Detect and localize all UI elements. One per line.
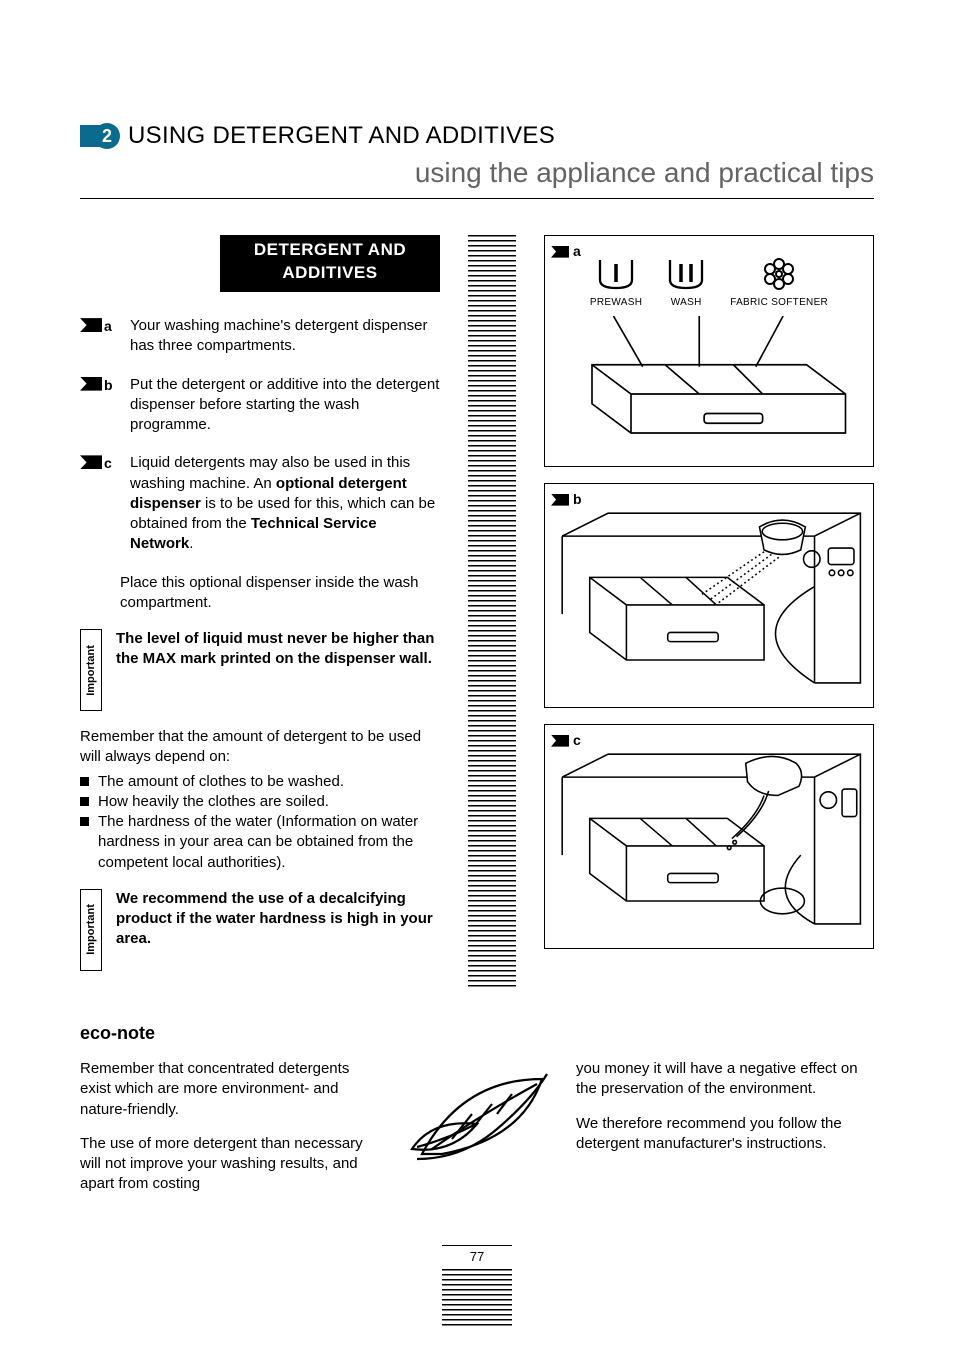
- drawer-diagram-c: [553, 745, 865, 929]
- step-a-text: Your washing machine's detergent dispens…: [130, 316, 440, 357]
- bullet-item: How heavily the clothes are soiled.: [80, 792, 440, 812]
- important-note-2: Important We recommend the use of a deca…: [80, 889, 440, 971]
- section-title: USING DETERGENT AND ADDITIVES: [128, 120, 555, 152]
- section-number-badge: 2: [80, 123, 120, 149]
- eco-paragraph: We therefore recommend you follow the de…: [576, 1114, 874, 1155]
- drawer-diagram-b: [553, 504, 865, 688]
- prewash-label: PREWASH: [590, 296, 642, 310]
- important-text-1: The level of liquid must never be higher…: [116, 629, 440, 670]
- header-top: 2 USING DETERGENT AND ADDITIVES: [80, 120, 874, 152]
- main-content: DETERGENT AND ADDITIVES a Your washing m…: [80, 235, 874, 987]
- important-label-2: Important: [80, 889, 102, 971]
- step-c-subtext: Place this optional dispenser inside the…: [120, 573, 440, 614]
- bullet-item: The amount of clothes to be washed.: [80, 772, 440, 792]
- page-footer: 77: [80, 1245, 874, 1330]
- page-number: 77: [442, 1245, 512, 1266]
- panel-a-label: a: [551, 242, 581, 261]
- subsection-heading: DETERGENT AND ADDITIVES: [220, 235, 440, 291]
- bullet-item: The hardness of the water (Information o…: [80, 812, 440, 873]
- prewash-icon: [596, 256, 636, 292]
- page-header: 2 USING DETERGENT AND ADDITIVES using th…: [80, 120, 874, 199]
- eco-note-section: eco-note Remember that concentrated dete…: [80, 1021, 874, 1209]
- eco-left-column: Remember that concentrated detergents ex…: [80, 1059, 378, 1209]
- drawer-diagram-a: [553, 316, 865, 453]
- instructions-column: DETERGENT AND ADDITIVES a Your washing m…: [80, 235, 440, 987]
- diagram-panel-a: a PREWASH WASH: [544, 235, 874, 467]
- step-marker-c: c: [80, 455, 102, 469]
- leaf-icon: [402, 1059, 552, 1169]
- wash-label: WASH: [671, 296, 702, 310]
- diagram-column: a PREWASH WASH: [544, 235, 874, 987]
- step-a: a Your washing machine's detergent dispe…: [80, 316, 440, 357]
- panel-c-label: c: [551, 731, 581, 750]
- vertical-divider: [464, 235, 520, 987]
- panel-b-label: b: [551, 490, 582, 509]
- step-b-text: Put the detergent or additive into the d…: [130, 375, 440, 436]
- compartment-prewash: PREWASH: [590, 256, 642, 310]
- eco-note-columns: Remember that concentrated detergents ex…: [80, 1059, 874, 1209]
- section-number: 2: [94, 123, 120, 149]
- eco-paragraph: The use of more detergent than necessary…: [80, 1134, 378, 1195]
- eco-paragraph: you money it will have a negative effect…: [576, 1059, 874, 1100]
- step-c: c Liquid detergents may also be used in …: [80, 453, 440, 554]
- depend-intro: Remember that the amount of detergent to…: [80, 727, 440, 768]
- compartment-wash: WASH: [666, 256, 706, 310]
- section-subtitle: using the appliance and practical tips: [80, 154, 874, 192]
- eco-right-column: you money it will have a negative effect…: [576, 1059, 874, 1168]
- diagram-panel-c: c: [544, 724, 874, 949]
- important-label-1: Important: [80, 629, 102, 711]
- step-c-text: Liquid detergents may also be used in th…: [130, 453, 440, 554]
- compartment-symbols: PREWASH WASH: [553, 256, 865, 310]
- step-marker-a: a: [80, 318, 102, 332]
- flower-icon: [759, 256, 799, 292]
- compartment-softener: FABRIC SOFTENER: [730, 256, 828, 310]
- depend-bullets: The amount of clothes to be washed. How …: [80, 772, 440, 873]
- important-text-2: We recommend the use of a decalcifying p…: [116, 889, 440, 950]
- footer-hatch: [442, 1269, 512, 1329]
- important-note-1: Important The level of liquid must never…: [80, 629, 440, 711]
- wash-icon: [666, 256, 706, 292]
- step-marker-b: b: [80, 377, 102, 391]
- eco-paragraph: Remember that concentrated detergents ex…: [80, 1059, 378, 1120]
- eco-note-title: eco-note: [80, 1021, 874, 1045]
- diagram-panel-b: b: [544, 483, 874, 708]
- softener-label: FABRIC SOFTENER: [730, 296, 828, 310]
- step-b: b Put the detergent or additive into the…: [80, 375, 440, 436]
